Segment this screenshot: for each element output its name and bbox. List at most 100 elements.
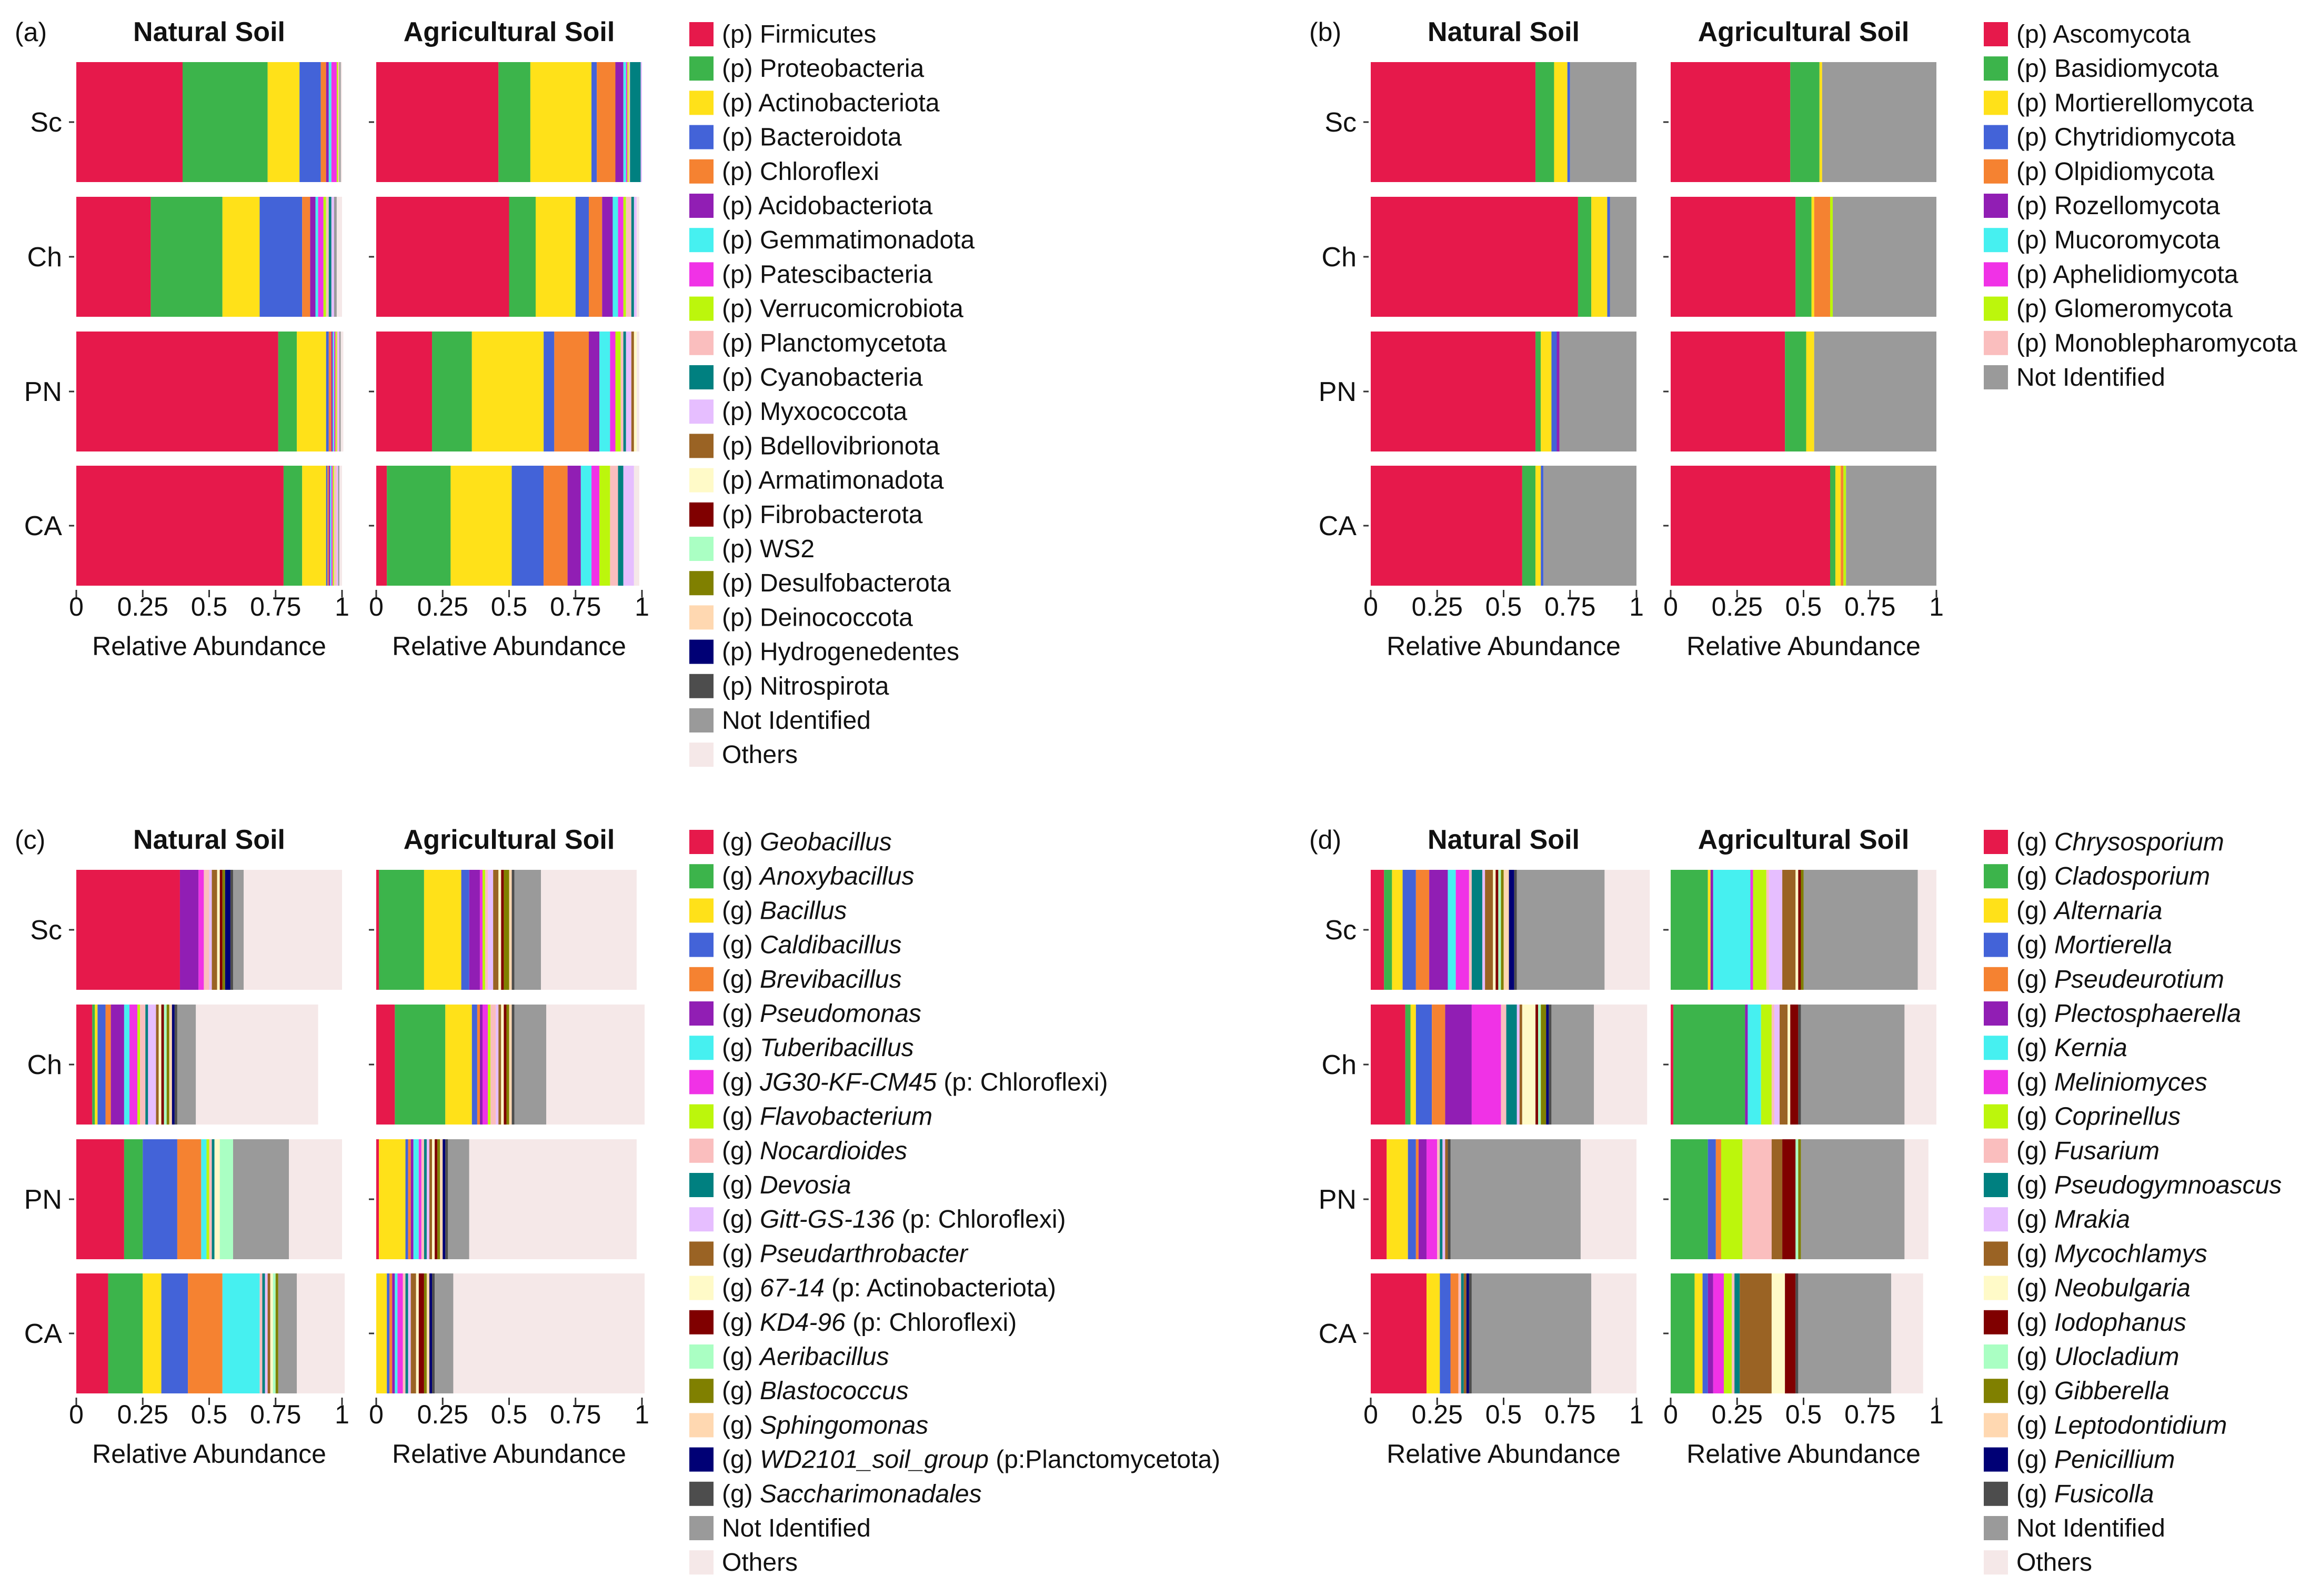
bar-segment-pn-mortierellomycota — [1541, 332, 1552, 451]
legend-swatch — [689, 262, 714, 287]
bar-segment-pn-kd4-96 — [435, 1139, 438, 1259]
facet-natural-soil: Natural Soil 0 0.25 0.5 0.75 1 Relative Abunda… — [1363, 17, 1644, 661]
legend-label: (p) Bacteroidota — [722, 124, 902, 152]
legend: (p) Ascomycota (p) Basidiomycota (p) Morti… — [1984, 21, 2297, 392]
bar-segment-ch-caldibacillus — [471, 1005, 477, 1125]
row-label-sc: Sc — [30, 915, 62, 946]
row-label-ca: CA — [24, 511, 63, 541]
legend-swatch — [1984, 830, 2008, 854]
legend-swatch — [689, 1036, 714, 1060]
bar-segment-ca-actinobacteriota — [450, 466, 512, 586]
bar-segment-pn-not-identified — [1559, 332, 1636, 451]
bar-segment-ca-fusicolla — [1469, 1273, 1472, 1393]
x-tick-label: 0.5 — [491, 592, 528, 621]
legend-label: Others — [722, 1549, 798, 1577]
legend-item-mortierella: (g) Mortierella — [1984, 931, 2172, 959]
bar-segment-ca-devosia — [405, 1273, 408, 1393]
bar-segment-ch-cyanobacteria — [328, 197, 332, 317]
bar-segment-sc-chrysosporium — [1371, 870, 1384, 990]
bar-segment-pn-acidobacteriota — [589, 332, 600, 451]
x-tick-label: 0.5 — [491, 1400, 528, 1429]
bar-segment-sc-bacillus — [424, 870, 461, 990]
bar-segment-ch-chloroflexi — [589, 197, 602, 317]
x-tick-label: 0.5 — [1485, 1400, 1522, 1429]
bar-segment-ca-saccharimonadales — [432, 1273, 435, 1393]
legend-swatch — [1984, 125, 2008, 149]
bar-segment-ch-alternaria — [1410, 1005, 1416, 1125]
legend-swatch — [1984, 898, 2008, 923]
legend-swatch — [689, 674, 714, 698]
bar-segment-pn-brevibacillus — [408, 1139, 411, 1259]
bar-segment-ch-myxococcota — [331, 197, 334, 317]
bar-segment-pn-67-14 — [214, 1139, 220, 1259]
legend-swatch — [1984, 262, 2008, 287]
bar-segment-ch-brevibacillus — [105, 1005, 111, 1125]
legend-label: (g) Devosia — [722, 1171, 851, 1199]
bar-segment-sc-meliniomyces — [1750, 870, 1753, 990]
bar-segment-ca-bacillus — [376, 1273, 387, 1393]
legend-swatch — [1984, 1036, 2008, 1060]
legend-item-olpidiomycota: (p) Olpidiomycota — [1984, 158, 2214, 186]
bar-segment-ca-alternaria — [1694, 1273, 1703, 1393]
x-tick-label: 0.75 — [1544, 592, 1595, 621]
legend-swatch — [689, 56, 714, 81]
bar-segment-ca-tuberibacillus — [222, 1273, 260, 1393]
legend-item-mucoromycota: (p) Mucoromycota — [1984, 226, 2220, 254]
bar-segment-ca-firmicutes — [76, 466, 284, 586]
bar-segment-ca-67-14 — [416, 1273, 419, 1393]
legend-label: (p) Mortierellomycota — [2016, 89, 2254, 117]
bar-segment-pn-caldibacillus — [143, 1139, 177, 1259]
x-axis-label: Relative Abundance — [1686, 1439, 1921, 1469]
bar-segment-pn-chrysosporium — [1371, 1139, 1387, 1259]
bar-segment-sc-fusicolla — [1514, 870, 1517, 990]
x-tick-label: 0.75 — [250, 1400, 301, 1429]
facet-agricultural-soil: Agricultural Soil 0 0.25 0.5 0.75 1 Relative A… — [1663, 825, 1944, 1469]
x-tick-label: 1 — [335, 592, 349, 621]
legend-swatch — [689, 365, 714, 389]
bar-segment-sc-patescibacteria — [626, 62, 628, 182]
bar-segment-ch-fusarium — [1771, 1005, 1774, 1125]
legend-swatch — [689, 967, 714, 991]
legend-label: (p) Desulfobacterota — [722, 569, 951, 597]
legend-swatch — [1984, 932, 2008, 957]
bar-segment-sc-chloroflexi — [597, 62, 616, 182]
bar-segment-pn-plectosphaerella — [1418, 1139, 1427, 1259]
bar-segment-ca-gitt-gs-136 — [408, 1273, 411, 1393]
legend-swatch — [689, 1138, 714, 1163]
bar-segment-pn-geobacillus — [376, 1139, 379, 1259]
legend-swatch — [689, 605, 714, 630]
legend-item-leptodontidium: (g) Leptodontidium — [1984, 1411, 2227, 1439]
x-tick-label: 0 — [69, 1400, 84, 1429]
legend-item-basidiomycota: (p) Basidiomycota — [1984, 55, 2218, 83]
legend-swatch — [1984, 1001, 2008, 1026]
bar-segment-ch-gibberella — [1541, 1005, 1546, 1125]
legend-label: (p) Bdellovibrionota — [722, 432, 940, 460]
bar-segment-sc-coprinellus — [1753, 870, 1766, 990]
bar-segment-pn-bacillus — [379, 1139, 406, 1259]
bar-segment-sc-pseudogymnoascus — [1471, 870, 1483, 990]
bar-segment-sc-acidobacteriota — [615, 62, 624, 182]
legend-swatch — [689, 742, 714, 767]
bar-segment-ch-olpidiomycota — [1814, 197, 1830, 317]
bar-segment-ch-gitt-gs-136 — [496, 1005, 499, 1125]
legend-item-firmicutes: (p) Firmicutes — [689, 21, 876, 48]
legend-label: (g) Saccharimonadales — [722, 1480, 982, 1508]
legend-swatch — [1984, 1276, 2008, 1300]
bar-segment-pn-patescibacteria — [610, 332, 616, 451]
bar-segment-pn-chloroflexi — [328, 332, 332, 451]
bar-segment-sc-planctomycetota — [628, 62, 630, 182]
bar-segment-ca-geobacillus — [76, 1273, 108, 1393]
bar-segment-ca-coprinellus — [1724, 1273, 1732, 1393]
legend-label: (g) Bacillus — [722, 897, 847, 925]
bar-segment-ca-chrysosporium — [1371, 1273, 1427, 1393]
legend-swatch — [689, 1207, 714, 1232]
legend-swatch — [689, 22, 714, 46]
bar-segment-pn-nocardioides — [421, 1139, 424, 1259]
bar-segment-pn-armatimonadota — [634, 332, 637, 451]
row-label-ch: Ch — [27, 242, 62, 273]
bar-segment-sc-not-identified — [1516, 870, 1605, 990]
legend-label: (p) Hydrogenedentes — [722, 638, 959, 666]
legend-label: (g) Coprinellus — [2016, 1103, 2181, 1131]
bar-segment-ch-iodophanus — [1535, 1005, 1539, 1125]
panel-d: (d) Sc Ch PN CA Natural Soil 0 0.25 0.5 0.75 1 Rela… — [1309, 825, 2282, 1577]
